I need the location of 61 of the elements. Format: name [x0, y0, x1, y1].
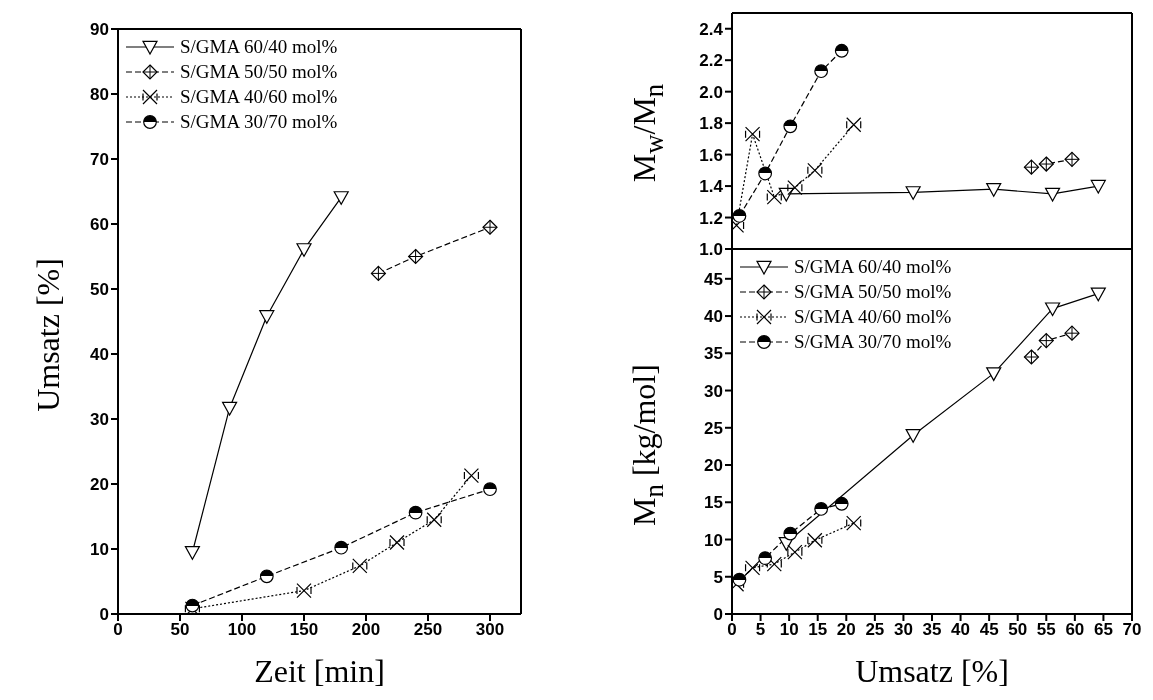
x-tick-label: 55	[1036, 620, 1056, 640]
legend-label: S/GMA 30/70 mol%	[794, 330, 952, 354]
y-tick-label: 1.0	[699, 240, 723, 260]
y-tick-label: 30	[704, 381, 723, 401]
y-tick-label: 5	[713, 567, 723, 587]
x-tick-label: 20	[836, 620, 856, 640]
y-tick-label: 1.4	[699, 177, 724, 197]
x-tick-label: 10	[779, 620, 799, 640]
y-tick-label: 35	[704, 344, 723, 364]
y-tick-label: 45	[704, 269, 723, 289]
y-tick-label: 40	[704, 307, 723, 327]
y-tick-label: 10	[90, 540, 109, 560]
y-axis-title: Umsatz [%]	[29, 258, 67, 412]
x-tick-label: 65	[1093, 620, 1113, 640]
x-tick-label: 30	[893, 620, 913, 640]
x-tick-label: 60	[1065, 620, 1085, 640]
y-tick-label: 2.2	[699, 51, 723, 71]
y-tick-label: 0	[99, 605, 109, 625]
y-tick-label: 0	[713, 605, 723, 625]
x-tick-label: 25	[865, 620, 885, 640]
x-tick-label: 150	[289, 620, 319, 640]
x-tick-label: 35	[922, 620, 942, 640]
x-tick-label: 15	[808, 620, 828, 640]
x-tick-label: 70	[1122, 620, 1142, 640]
legend-label: S/GMA 30/70 mol%	[180, 110, 338, 134]
legend-label: S/GMA 60/40 mol%	[794, 255, 952, 279]
legend-label: S/GMA 40/60 mol%	[794, 305, 952, 329]
x-tick-label: 40	[951, 620, 971, 640]
y-tick-label: 20	[90, 475, 109, 495]
y-tick-label: 90	[90, 20, 109, 40]
x-tick-label: 200	[351, 620, 381, 640]
legend-label: S/GMA 40/60 mol%	[180, 85, 338, 109]
y-tick-label: 2.0	[699, 82, 723, 102]
y-tick-label: 70	[90, 150, 109, 170]
y-tick-label: 1.6	[699, 145, 723, 165]
y-tick-label: 1.8	[699, 114, 723, 134]
x-tick-label: 250	[413, 620, 443, 640]
y-tick-label: 15	[704, 493, 723, 513]
x-tick-label: 0	[727, 620, 737, 640]
y-tick-label: 25	[704, 418, 723, 438]
x-tick-label: 100	[227, 620, 257, 640]
legend-label: S/GMA 50/50 mol%	[180, 60, 338, 84]
x-tick-label: 300	[475, 620, 505, 640]
y-tick-label: 80	[90, 85, 109, 105]
x-tick-label: 0	[113, 620, 123, 640]
y-tick-label: 2.4	[699, 19, 724, 39]
legend-label: S/GMA 60/40 mol%	[180, 35, 338, 59]
y-tick-label: 10	[704, 530, 723, 550]
y-tick-label: 1.2	[699, 208, 723, 228]
y-tick-label: 30	[90, 410, 109, 430]
y-tick-label: 20	[704, 456, 723, 476]
x-tick-label: 50	[1008, 620, 1028, 640]
legend-label: S/GMA 50/50 mol%	[794, 280, 952, 304]
x-tick-label: 45	[979, 620, 999, 640]
x-axis-title: Zeit [min]	[253, 653, 386, 690]
y-tick-label: 60	[90, 215, 109, 235]
y-tick-label: 50	[90, 280, 109, 300]
y-tick-label: 40	[90, 345, 109, 365]
x-axis-title: Umsatz [%]	[854, 653, 1010, 690]
x-tick-label: 50	[170, 620, 190, 640]
x-tick-label: 5	[755, 620, 766, 640]
